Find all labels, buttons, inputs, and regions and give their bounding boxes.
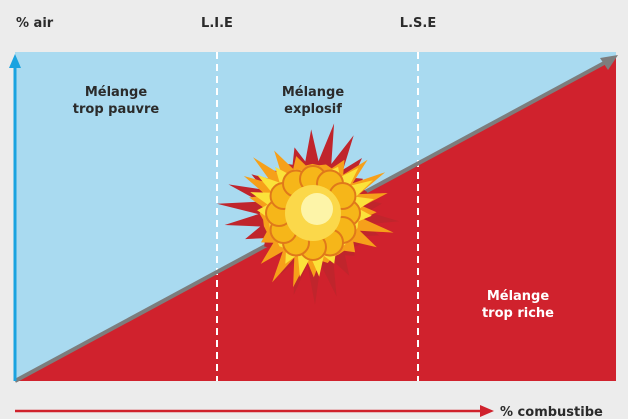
- region-label: trop riche: [482, 306, 554, 321]
- region-label: trop pauvre: [73, 102, 160, 117]
- region-label: Mélange: [487, 289, 550, 304]
- limit-label: L.I.E: [201, 16, 233, 31]
- y-label: % air: [16, 16, 54, 31]
- region-label: Mélange: [85, 85, 148, 100]
- diagram: % air L.I.E L.S.E % combustibe Mélange t…: [0, 0, 628, 419]
- x-label: % combustibe: [500, 405, 603, 419]
- region-label: explosif: [284, 102, 342, 117]
- region-label: Mélange: [282, 85, 345, 100]
- limit-label: L.S.E: [400, 16, 436, 31]
- explosion-part: [301, 193, 333, 225]
